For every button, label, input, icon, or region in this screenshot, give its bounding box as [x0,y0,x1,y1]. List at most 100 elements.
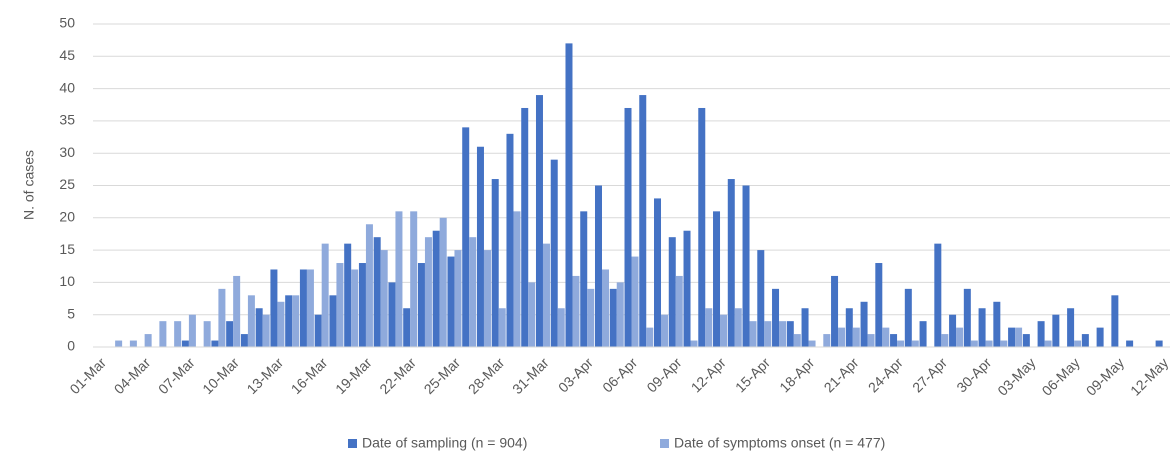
bar [616,282,624,347]
bar [1052,314,1060,347]
bar [159,321,167,347]
bar [831,275,839,347]
bar [285,295,293,347]
y-tick-label: 20 [59,209,75,225]
x-tick-label: 10-Mar [199,354,242,397]
bar [675,275,683,347]
bar [329,295,337,347]
bar [624,107,632,347]
bar [911,340,919,347]
bar [956,327,964,347]
bar [321,243,329,347]
bar [528,282,536,347]
y-tick-label: 35 [59,112,75,128]
bar [639,95,647,347]
bar [270,269,278,347]
bar [978,308,986,347]
bar [609,288,617,347]
bar [203,321,211,347]
bar [144,334,152,347]
bar [904,288,912,347]
bar [845,308,853,347]
bar [1067,308,1075,347]
bar [255,308,263,347]
bar [587,288,595,347]
bar [919,321,927,347]
bar [683,230,691,347]
bar [506,133,514,347]
bar [897,340,905,347]
x-tick-label: 09-Apr [643,354,684,395]
bar [292,295,300,347]
bar [351,269,359,347]
bar [373,237,381,347]
bar [403,308,411,347]
y-tick-label: 45 [59,47,75,63]
bar [240,334,248,347]
bar [344,243,352,347]
bar [764,321,772,347]
bar [963,288,971,347]
bar [734,308,742,347]
bar [808,340,816,347]
bar [380,250,388,347]
bar [985,340,993,347]
y-tick-label: 30 [59,144,75,160]
x-tick-label: 31-Mar [509,354,552,397]
bar [890,334,898,347]
bar [299,269,307,347]
bar [661,314,669,347]
bar [1074,340,1082,347]
bar [580,211,588,347]
bar [654,198,662,347]
y-axis-title: N. of cases [21,150,37,220]
bar [483,250,491,347]
y-tick-label: 0 [67,338,75,354]
bar [727,179,735,347]
legend-label: Date of symptoms onset (n = 477) [674,435,885,451]
bar [970,340,978,347]
bar [1022,334,1030,347]
x-tick-label: 25-Mar [421,354,464,397]
bar [713,211,721,347]
bar [233,275,241,347]
x-tick-label: 06-Apr [599,354,640,395]
y-tick-label: 15 [59,241,75,257]
bar [174,321,182,347]
x-tick-label: 13-Mar [243,354,286,397]
bar [1111,295,1119,347]
bar [513,211,521,347]
x-tick-label: 07-Mar [155,354,198,397]
bar [631,256,639,347]
x-tick-label: 03-May [994,354,1038,398]
bar [476,146,484,347]
x-tick-label: 16-Mar [288,354,331,397]
bar [779,321,787,347]
bar [188,314,196,347]
bar [365,224,373,347]
bar [860,301,868,347]
y-tick-label: 25 [59,176,75,192]
bar [417,263,425,347]
bar [882,327,890,347]
x-tick-label: 04-Mar [111,354,154,397]
bar [262,314,270,347]
bar [550,159,558,347]
legend-swatch [660,439,669,448]
bar [823,334,831,347]
bar [247,295,255,347]
bar [601,269,609,347]
bar [277,301,285,347]
bar [867,334,875,347]
bar [218,288,226,347]
bar [772,288,780,347]
bar [181,340,189,347]
bar [469,237,477,347]
bar [498,308,506,347]
bar [941,334,949,347]
bar [388,282,396,347]
x-tick-label: 12-Apr [688,354,729,395]
y-tick-label: 5 [67,305,75,321]
bar [698,107,706,347]
x-tick-label: 12-May [1127,354,1171,398]
